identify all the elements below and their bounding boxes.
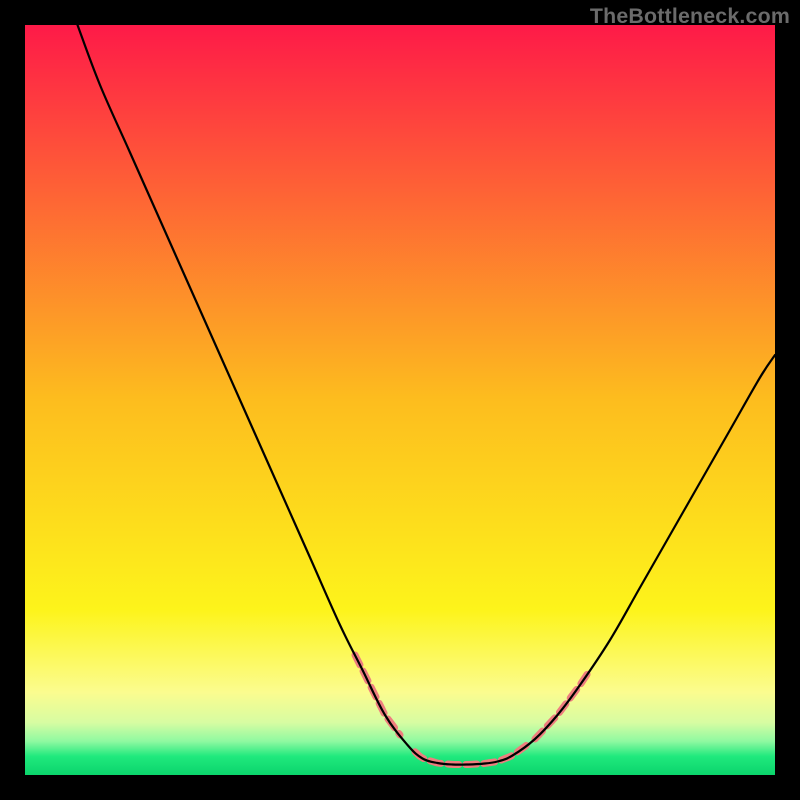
watermark-text: TheBottleneck.com: [590, 4, 790, 29]
chart-container: TheBottleneck.com: [0, 0, 800, 800]
chart-svg: [0, 0, 800, 800]
plot-background: [25, 25, 775, 775]
